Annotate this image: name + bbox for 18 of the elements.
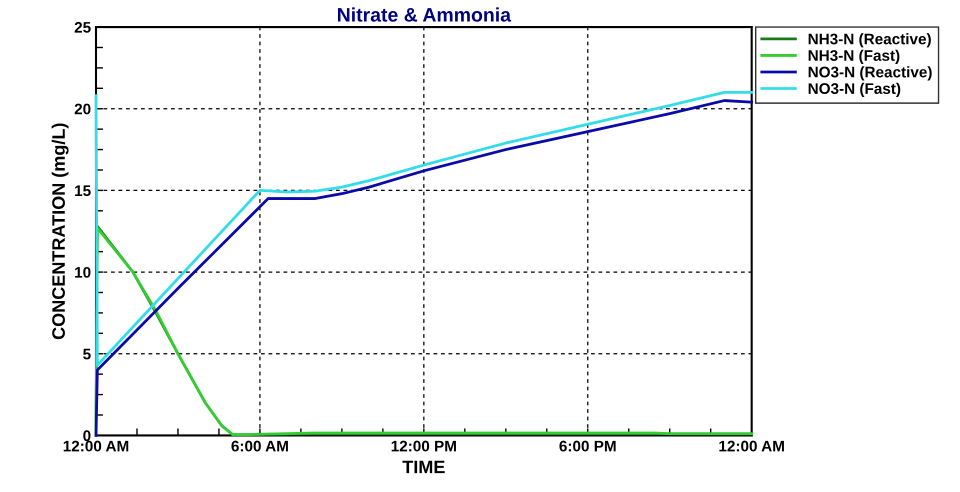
- legend-label: NH3-N (Fast): [808, 50, 900, 64]
- legend-label: NO3-N (Fast): [808, 82, 900, 98]
- x-tick-label: 6:00 AM: [231, 440, 288, 452]
- x-tick-label: 12:00 PM: [392, 440, 456, 452]
- y-tick-label: 20: [74, 104, 91, 114]
- legend-label: NO3-N (Reactive): [808, 66, 932, 80]
- x-tick-label: 6:00 PM: [559, 440, 616, 452]
- y-tick-label: 15: [75, 185, 91, 196]
- x-tick-label: 12:00 AM: [64, 440, 128, 452]
- legend-label: NH3-N (Reactive): [808, 33, 931, 48]
- y-tick-label: 5: [83, 348, 91, 360]
- y-tick-label: 10: [75, 266, 91, 278]
- x-tick-label: 12:00 AM: [719, 440, 784, 452]
- chart-title: Nitrate & Ammonia: [338, 7, 512, 22]
- y-tick-label: 25: [74, 22, 91, 33]
- y-axis-title: CONCENTRATION (mg/L): [52, 123, 69, 340]
- y-tick-label: 0: [83, 430, 91, 442]
- x-axis-title: TIME: [402, 460, 445, 474]
